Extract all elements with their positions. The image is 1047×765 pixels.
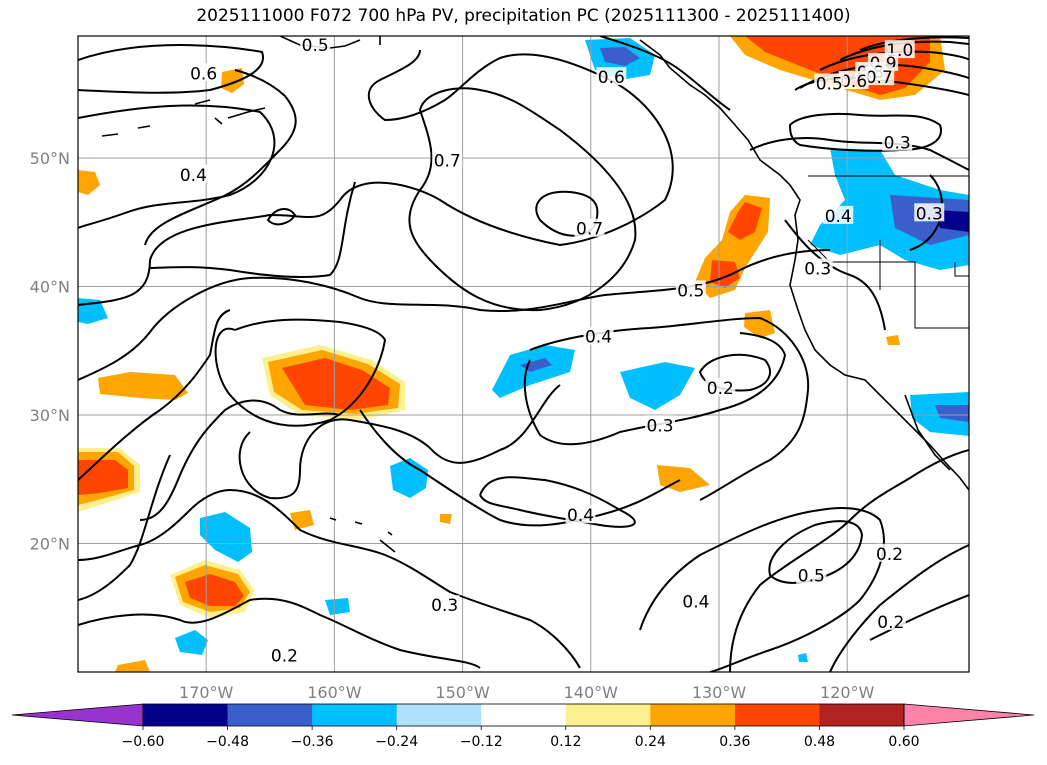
- colorbar-tick-label: −0.60: [122, 734, 165, 750]
- contour-label: 0.4: [567, 506, 594, 526]
- colorbar-segment: [819, 704, 904, 726]
- colorbar-segment: [481, 704, 566, 726]
- colorbar-tick-label: 0.36: [719, 734, 750, 750]
- colorbar-tick-labels: −0.60 −0.48 −0.36 −0.24 −0.12 0.12 0.24 0.36 0.4…: [122, 726, 920, 750]
- contour-label: 0.5: [677, 281, 704, 301]
- colorbar-tick-label: −0.48: [206, 734, 249, 750]
- contour-label: 0.2: [876, 545, 903, 565]
- contour-label: 0.7: [866, 68, 893, 88]
- longitude-tick-label: 120°W: [820, 683, 875, 702]
- colorbar-extend-high: [904, 704, 1034, 726]
- longitude-tick-labels: 170°W 160°W 150°W 140°W 130°W 120°W: [179, 683, 875, 702]
- colorbar-tick-label: −0.24: [375, 734, 418, 750]
- contour-label: 0.6: [598, 68, 625, 88]
- latitude-tick-labels: 50°N 40°N 30°N 20°N: [30, 149, 70, 553]
- colorbar-segment: [228, 704, 313, 726]
- colorbar-segment: [566, 704, 651, 726]
- colorbar-tick-label: 0.24: [635, 734, 666, 750]
- colorbar-tick-label: −0.36: [291, 734, 334, 750]
- longitude-tick-label: 140°W: [564, 683, 619, 702]
- contour-label: 0.4: [585, 328, 612, 348]
- colorbar-segment: [143, 704, 228, 726]
- colorbar-tick-label: 0.60: [888, 734, 919, 750]
- contour-label: 0.4: [180, 166, 207, 186]
- colorbar: [12, 704, 1034, 726]
- contour-label: 0.7: [576, 220, 603, 240]
- colorbar-segment: [735, 704, 820, 726]
- longitude-tick-label: 150°W: [435, 683, 490, 702]
- colorbar-tick-label: −0.12: [460, 734, 503, 750]
- colorbar-extend-low: [12, 704, 143, 726]
- longitude-tick-label: 170°W: [179, 683, 234, 702]
- contour-label: 0.3: [804, 260, 831, 280]
- colorbar-segment: [312, 704, 397, 726]
- pv-precip-map: 0.6 0.5 0.4 0.7 0.7 0.6 0.5 0.4 0.2 0.3 0.4 0.3 0.2 0…: [0, 0, 1047, 765]
- longitude-tick-label: 160°W: [307, 683, 362, 702]
- contour-label: 0.5: [816, 75, 843, 95]
- contour-label: 0.7: [434, 152, 461, 172]
- colorbar-tick-label: 0.12: [550, 734, 581, 750]
- contour-label: 0.3: [647, 416, 674, 436]
- contour-label: 0.5: [302, 36, 329, 56]
- contour-label: 0.6: [190, 64, 217, 84]
- colorbar-tick-label: 0.48: [804, 734, 835, 750]
- contour-label: 0.2: [707, 379, 734, 399]
- latitude-tick-label: 30°N: [30, 406, 70, 425]
- latitude-tick-label: 40°N: [30, 278, 70, 297]
- contour-label: 0.3: [916, 204, 943, 224]
- contour-label: 0.2: [271, 646, 298, 666]
- contour-label: 0.4: [825, 207, 852, 227]
- longitude-tick-label: 130°W: [692, 683, 747, 702]
- contour-label: 0.4: [682, 592, 709, 612]
- latitude-tick-label: 50°N: [30, 149, 70, 168]
- contour-label: 0.2: [877, 613, 904, 633]
- colorbar-segment: [650, 704, 735, 726]
- contour-label: 0.5: [798, 567, 825, 587]
- contour-label: 0.3: [884, 134, 911, 154]
- colorbar-segment: [397, 704, 482, 726]
- latitude-tick-label: 20°N: [30, 535, 70, 554]
- contour-label: 0.3: [431, 596, 458, 616]
